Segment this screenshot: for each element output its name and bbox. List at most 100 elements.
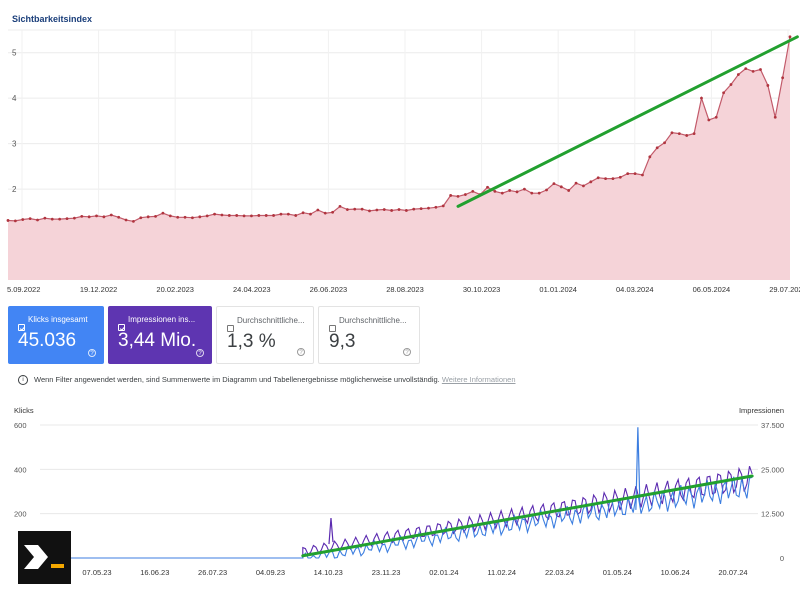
data-point (744, 67, 748, 71)
card-label: Durchschnittliche... (339, 316, 407, 325)
data-point (316, 208, 320, 212)
data-point (714, 115, 718, 119)
trend-line (301, 474, 754, 558)
impressions-spike (328, 518, 334, 545)
brand-logo (18, 531, 71, 584)
data-point (751, 69, 755, 73)
data-point (72, 216, 76, 220)
data-point (338, 204, 342, 208)
data-point (648, 155, 652, 159)
data-point (463, 193, 467, 196)
performance-chart: Klicks Impressionen 200 400 600 0 12.500 25.000… (14, 406, 784, 577)
data-point (117, 215, 121, 219)
data-point (419, 207, 423, 211)
data-point (368, 209, 371, 213)
x-tick-label: 24.04.2023 (233, 285, 271, 294)
data-point (655, 146, 659, 150)
card-value: 45.036 (18, 330, 77, 351)
data-point (191, 216, 194, 220)
x-tick-label: 01.05.24 (603, 568, 632, 577)
data-point (286, 212, 290, 216)
data-point (700, 96, 703, 100)
help-icon[interactable]: ? (88, 349, 96, 357)
data-point (486, 185, 489, 189)
y-tick-label: 2 (12, 185, 17, 194)
card-label: Durchschnittliche... (237, 316, 305, 325)
card-label: Impressionen ins... (128, 315, 196, 324)
y-tick-label-right: 37.500 (761, 421, 784, 430)
average-position-card[interactable]: Durchschnittliche... 9,3 ? (318, 306, 420, 364)
y-axis-title-right: Impressionen (739, 406, 784, 415)
data-point (545, 188, 548, 192)
data-point (264, 214, 268, 217)
data-point (766, 84, 770, 87)
data-point (220, 213, 224, 217)
data-point (677, 132, 681, 136)
data-point (36, 218, 39, 222)
data-point (183, 215, 187, 219)
y-tick-label: 3 (12, 140, 17, 149)
x-tick-label: 11.02.24 (487, 568, 516, 577)
data-point (132, 219, 135, 223)
data-point (663, 141, 666, 145)
data-point (390, 209, 394, 212)
checkbox-checked-icon[interactable] (18, 324, 26, 332)
data-point (50, 217, 54, 221)
data-point (58, 217, 62, 221)
help-icon[interactable]: ? (297, 348, 305, 356)
clicks-total-card[interactable]: Klicks insgesamt 45.036 ? (8, 306, 104, 364)
data-point (611, 177, 615, 181)
data-point (43, 216, 47, 220)
data-point (21, 218, 25, 221)
data-point (670, 131, 674, 135)
data-point (515, 190, 519, 194)
y-tick-label-right: 12.500 (761, 510, 784, 519)
average-ctr-card[interactable]: Durchschnittliche... 1,3 % ? (216, 306, 314, 364)
card-value: 1,3 % (227, 331, 276, 352)
data-point (456, 194, 460, 198)
x-tick-label: 19.12.2022 (80, 285, 118, 294)
y-tick-label-right: 0 (780, 554, 784, 563)
chevron-right-icon (24, 545, 64, 569)
impressions-line (70, 466, 753, 559)
data-point (65, 217, 69, 221)
impressions-total-card[interactable]: Impressionen ins... 3,44 Mio. ? (108, 306, 212, 364)
data-point (345, 208, 349, 211)
x-tick-label: 26.07.23 (198, 568, 227, 577)
card-label: Klicks insgesamt (28, 315, 88, 324)
data-point (685, 134, 689, 137)
data-point (102, 215, 106, 219)
data-point (6, 219, 10, 222)
x-tick-label: 06.05.2024 (693, 285, 731, 294)
data-point (788, 35, 792, 39)
data-point (559, 185, 563, 189)
checkbox-unchecked-icon[interactable] (329, 325, 336, 332)
data-point (28, 217, 32, 221)
help-icon[interactable]: ? (196, 349, 204, 357)
data-point (294, 214, 298, 217)
x-tick-label: 14.10.23 (314, 568, 343, 577)
checkbox-checked-icon[interactable] (118, 324, 126, 332)
visibility-chart: 123455.09.202219.12.202220.02.202324.04.… (6, 29, 800, 294)
checkbox-unchecked-icon[interactable] (227, 325, 234, 332)
x-tick-label: 20.07.24 (718, 568, 747, 577)
card-value: 9,3 (329, 331, 356, 352)
data-point (279, 212, 283, 216)
x-tick-label: 20.02.2023 (156, 285, 194, 294)
x-tick-label: 04.09.23 (256, 568, 285, 577)
more-info-link[interactable]: Weitere Informationen (441, 375, 516, 384)
data-point (360, 207, 364, 211)
info-icon: i (18, 375, 28, 386)
data-point (781, 76, 785, 80)
visibility-chart-panel: Sichtbarkeitsindex 123455.09.202219.12.2… (0, 0, 800, 300)
data-point (13, 219, 17, 223)
data-point (508, 189, 512, 192)
data-point (242, 214, 246, 218)
data-point (552, 182, 556, 186)
data-point (692, 132, 696, 136)
y-tick-label: 600 (14, 421, 27, 430)
data-point (493, 189, 497, 193)
data-point (759, 68, 762, 71)
x-tick-label: 30.10.2023 (463, 285, 501, 294)
help-icon[interactable]: ? (403, 348, 411, 356)
